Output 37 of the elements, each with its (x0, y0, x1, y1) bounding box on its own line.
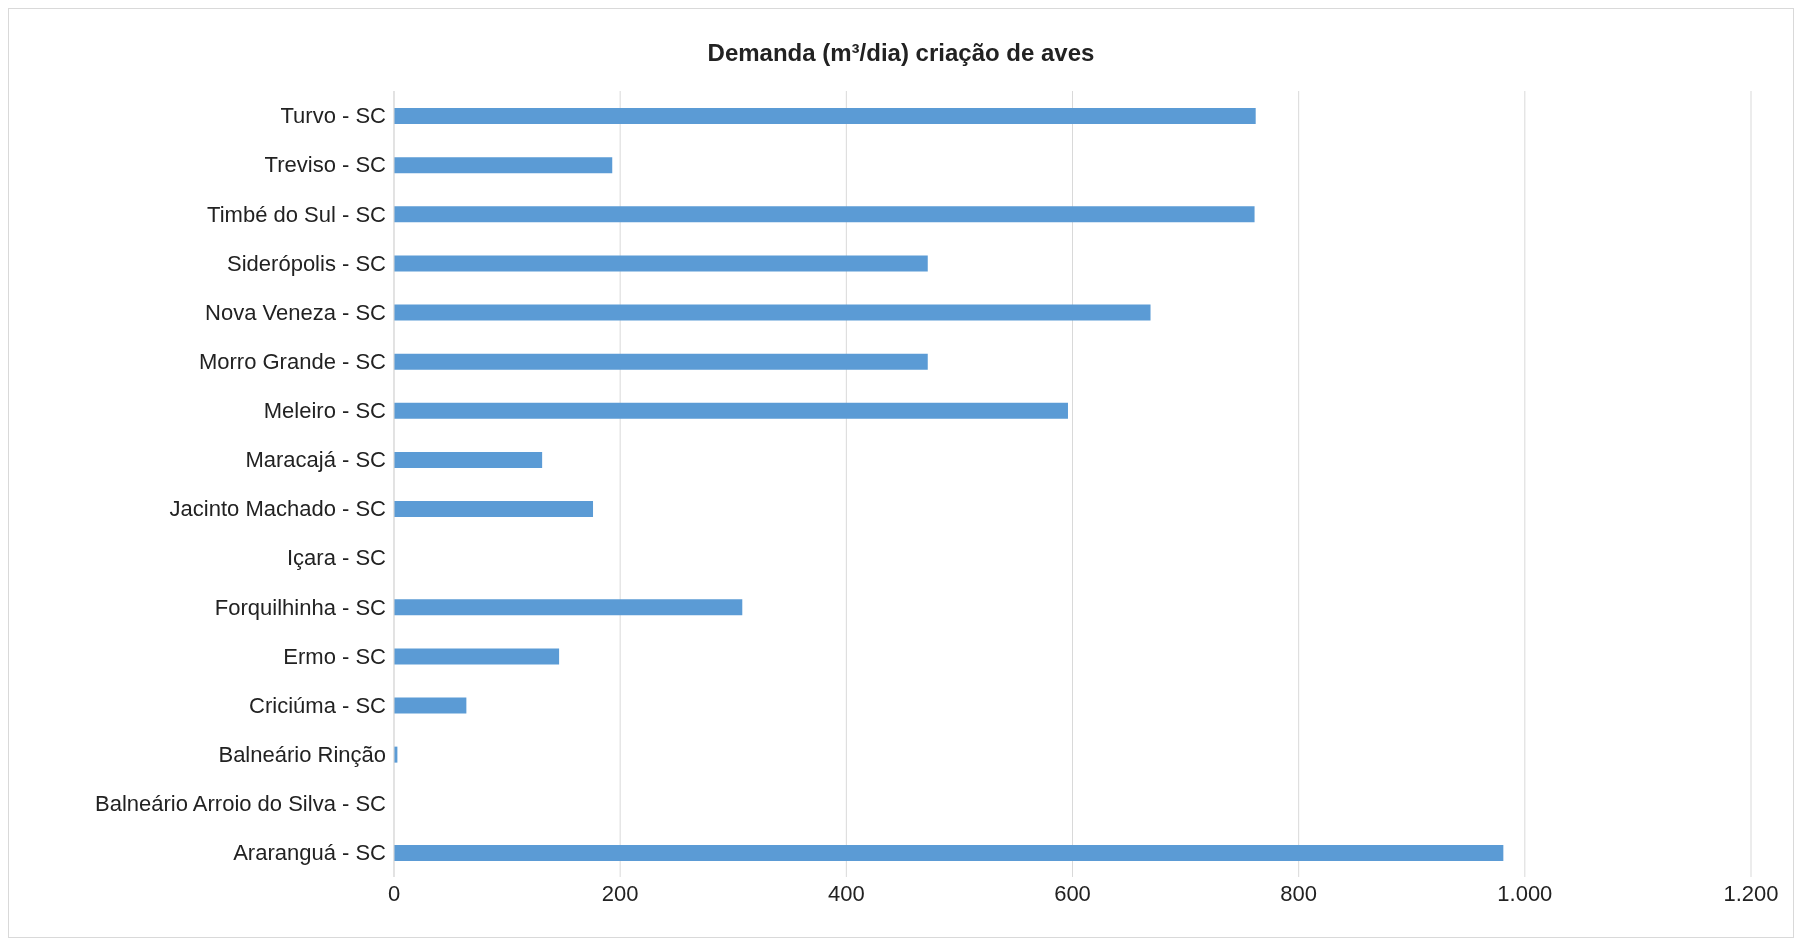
y-tick-label: Forquilhinha - SC (214, 594, 387, 620)
y-tick-label: Turvo - SC (280, 103, 387, 129)
bar (394, 451, 543, 468)
y-tick-label: Jacinto Machado - SC (169, 496, 387, 522)
x-tick-label: 600 (1054, 880, 1091, 906)
bar (394, 844, 1504, 861)
y-tick-label: Timbé do Sul - SC (207, 201, 387, 227)
bar (394, 648, 560, 665)
y-tick-label: Treviso - SC (264, 152, 387, 178)
bar (394, 402, 1068, 419)
bar (394, 697, 467, 714)
y-tick-label: Morro Grande - SC (198, 349, 387, 374)
bar (394, 599, 743, 616)
y-tick-label: Balneário Arroio do Silva - SC (94, 791, 387, 817)
y-tick-label: Araranguá - SC (233, 840, 387, 866)
y-tick-label: Criciúma - SC (249, 692, 387, 718)
x-tick-label: 1.200 (1723, 880, 1779, 906)
y-tick-label: Nova Veneza - SC (205, 299, 387, 325)
y-tick-label: Balneário Rinção (218, 742, 386, 767)
y-tick-label: Siderópolis - SC (227, 250, 387, 276)
x-tick-label: 400 (827, 880, 865, 906)
bar (394, 157, 613, 174)
x-tick-label: 800 (1280, 880, 1318, 906)
bar (394, 501, 594, 517)
y-tick-label: Meleiro - SC (263, 398, 387, 424)
x-tick-label: 0 (387, 880, 401, 906)
x-tick-label: 1.000 (1497, 880, 1553, 906)
bar (394, 206, 1255, 223)
bar (394, 353, 928, 370)
x-tick-label: 200 (601, 880, 639, 906)
y-tick-label: Içara - SC (286, 545, 387, 571)
bar (394, 304, 1151, 321)
bar (394, 108, 1256, 124)
chart-title: Demanda (m³/dia) criação de aves (706, 38, 1096, 68)
y-tick-label: Maracajá - SC (245, 447, 387, 473)
y-tick-label: Ermo - SC (283, 643, 387, 669)
bar (394, 255, 928, 272)
